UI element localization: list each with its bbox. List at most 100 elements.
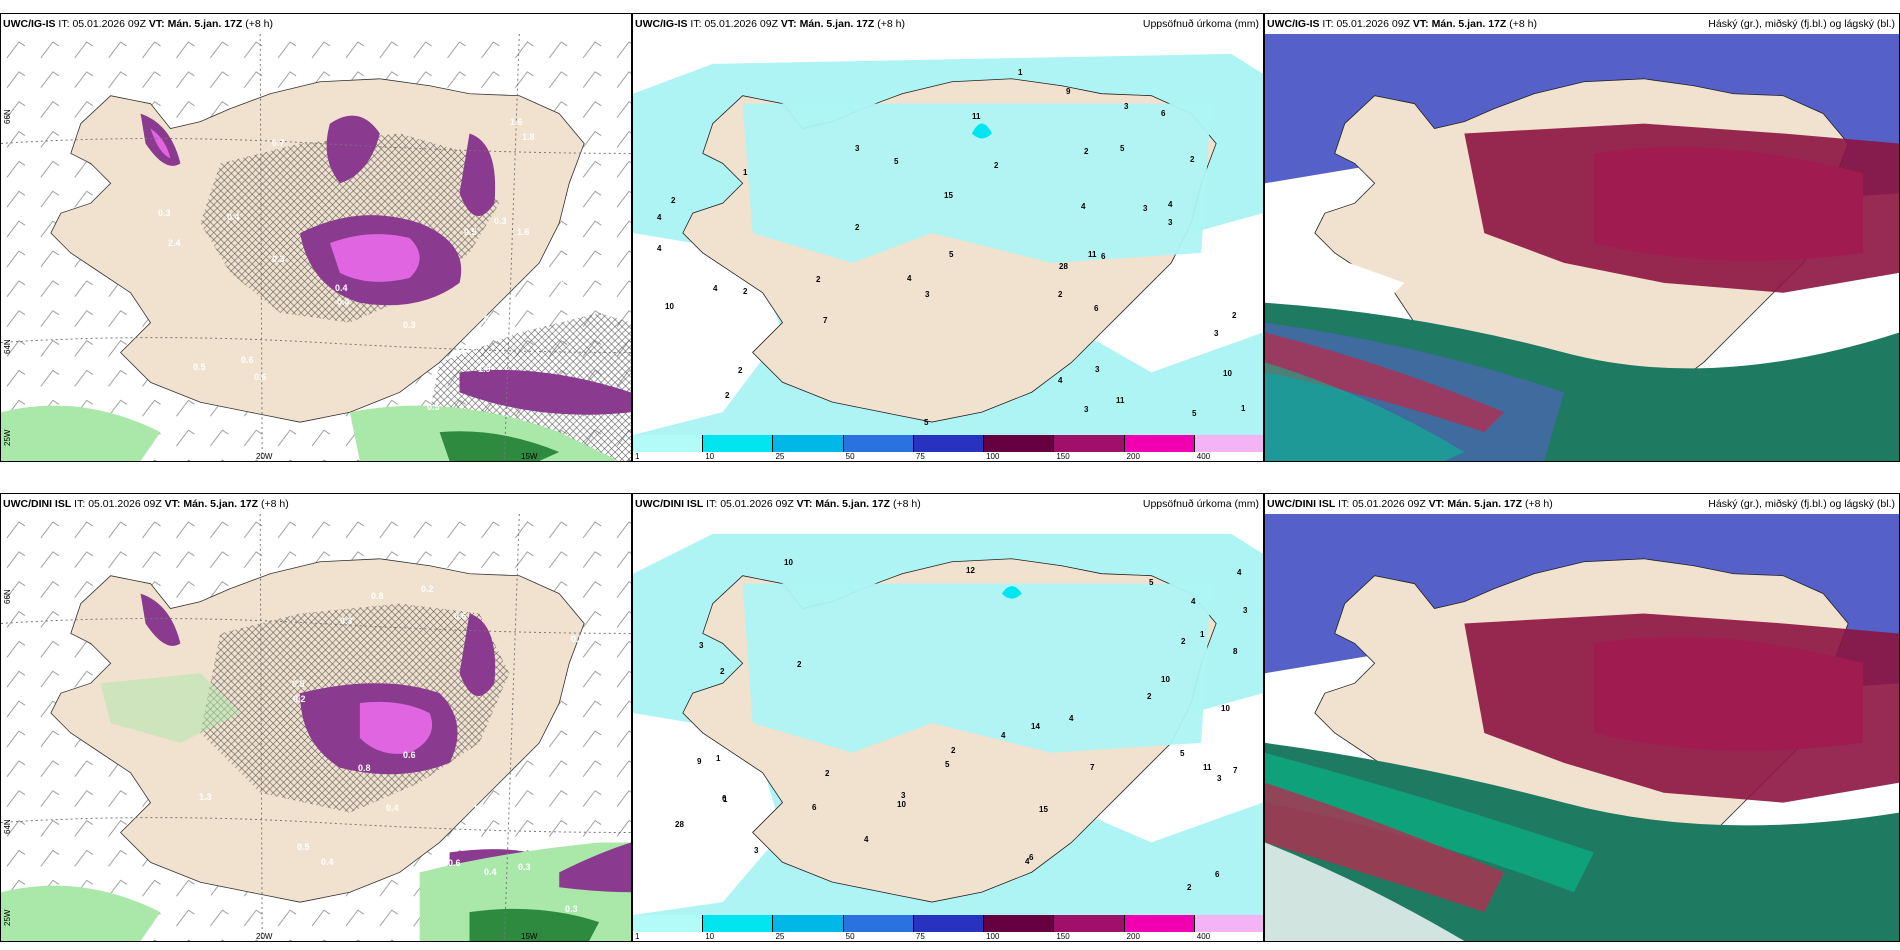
colorbar-tick-label: 100 [986,932,1000,941]
precip-value-label: 4 [1069,714,1074,723]
colorbar-swatch [1054,435,1125,452]
snow-value-label: 1.8 [522,132,535,142]
precip-value-label: 2 [855,223,860,232]
precip-value-label: 2 [1232,311,1237,320]
colorbar-tick-label: 150 [1056,452,1070,461]
lon-label-20: 20W [256,452,273,461]
precip-value-label: 4 [1081,202,1086,211]
precip-value-label: 2 [1147,692,1152,701]
colorbar-tick-label: 75 [915,932,925,941]
precip-value-label: 2 [994,161,999,170]
precip-value-label: 4 [713,284,718,293]
snow-value-label: 0.6 [448,858,461,868]
precip-map [633,34,1263,435]
precip-map [633,514,1263,915]
cloud-map [1265,34,1899,461]
snow-value-label: 0.4 [227,212,240,222]
precip-value-label: 14 [1031,722,1040,731]
precip-value-label: 4 [657,244,662,253]
precip-value-label: 1 [716,754,721,763]
snow-value-label: 2.4 [168,238,181,248]
precip-value-label: 5 [1192,409,1197,418]
precip-value-label: 10 [897,800,906,809]
precip-value-label: 7 [823,316,828,325]
panel-title: UWC/DINI ISL IT: 05.01.2026 09Z VT: Mán.… [1267,498,1553,510]
precip-value-label: 1 [1018,68,1023,77]
snow-value-label: 0.3 [158,208,171,218]
precip-value-label: 10 [1161,675,1170,684]
precip-value-label: 6 [1029,853,1034,862]
panel-title: UWC/IG-IS IT: 05.01.2026 09Z VT: Mán. 5.… [635,18,905,30]
precip-value-label: 3 [754,846,759,855]
snow-value-label: 0.6 [560,275,573,285]
precip-value-label: 5 [949,250,954,259]
colorbar-swatch [1124,915,1195,932]
precip-value-label: 2 [1190,155,1195,164]
lon-label-20: 20W [256,932,273,941]
precip-value-label: 5 [924,418,929,427]
snow-value-label: 0.7 [272,138,285,148]
colorbar-tick-label: 25 [775,452,785,461]
snow-value-label: 0.5 [413,382,426,392]
precip-value-label: 6 [1094,304,1099,313]
snow-value-label: 0.7 [521,807,534,817]
map-canvas-tr [1265,34,1899,461]
panel-title: UWC/DINI ISL IT: 05.01.2026 09Z VT: Mán.… [635,498,921,510]
map-canvas-tl [1,34,631,461]
colorbar-swatch [773,915,844,932]
precip-value-label: 6 [1215,870,1220,879]
product-label: Háský (gr.), miðský (fj.bl.) og lágský (… [1708,498,1895,510]
map-canvas-bl [1,514,631,941]
precip-value-label: 11 [972,112,981,121]
colorbar-swatch [984,915,1055,932]
precip-value-label: 5 [1180,749,1185,758]
lat-label-64: 64N [3,339,12,354]
map-canvas-br [1265,514,1899,941]
colorbar-tick-label: 150 [1056,932,1070,941]
colorbar-swatch [773,435,844,452]
colorbar-swatch [913,435,985,452]
panel-title: UWC/IG-IS IT: 05.01.2026 09Z VT: Mán. 5.… [3,18,273,30]
precip-value-label: 2 [671,196,676,205]
precip-value-label: 7 [1233,766,1238,775]
snow-value-label: 1.2 [473,803,486,813]
precip-value-label: 11 [1088,250,1097,259]
precip-value-label: 9 [1066,87,1071,96]
snow-value-label: 0.3 [494,216,507,226]
snow-value-label: 0.5 [427,402,440,412]
panel-top-right: UWC/IG-IS IT: 05.01.2026 09Z VT: Mán. 5.… [1264,13,1900,462]
precip-value-label: 2 [1084,147,1089,156]
panel-title: UWC/IG-IS IT: 05.01.2026 09Z VT: Mán. 5.… [1267,18,1537,30]
panel-top-mid: UWC/IG-IS IT: 05.01.2026 09Z VT: Mán. 5.… [632,13,1264,462]
precip-value-label: 3 [925,290,930,299]
precip-value-label: 4 [1058,376,1063,385]
snow-value-label: 0.4 [335,283,348,293]
colorbar-swatch [843,435,914,452]
precip-value-label: 8 [1233,647,1238,656]
snow-value-label: 0.5 [193,362,206,372]
precip-value-label: 2 [797,660,802,669]
panel-bottom-mid: UWC/DINI ISL IT: 05.01.2026 09Z VT: Mán.… [632,493,1264,942]
snow-value-label: 0.3 [565,904,578,914]
colorbar-tick-label: 75 [915,452,925,461]
precip-value-label: 3 [1124,102,1129,111]
snow-value-label: 1.6 [510,117,523,127]
precip-value-label: 4 [1191,597,1196,606]
precip-value-label: 2 [725,391,730,400]
colorbar-tick-label: 10 [705,932,715,941]
precip-value-label: 5 [1149,578,1154,587]
precip-value-label: 12 [966,566,975,575]
precip-value-label: 2 [1187,883,1192,892]
precip-value-label: 4 [864,835,869,844]
colorbar-tick-label: 200 [1126,932,1140,941]
lon-label-25: 25W [3,909,12,926]
colorbar-tick-label: 50 [845,452,855,461]
precip-value-label: 4 [1001,731,1006,740]
snow-value-label: 0.5 [571,634,584,644]
product-label: Uppsöfnuð úrkoma (mm) [1142,18,1259,30]
precip-value-label: 28 [1059,262,1068,271]
precip-value-label: 11 [1116,396,1125,405]
snow-value-label: 0.6 [241,355,254,365]
precip-value-label: 2 [720,667,725,676]
colorbar-tick-label: 400 [1196,932,1211,941]
